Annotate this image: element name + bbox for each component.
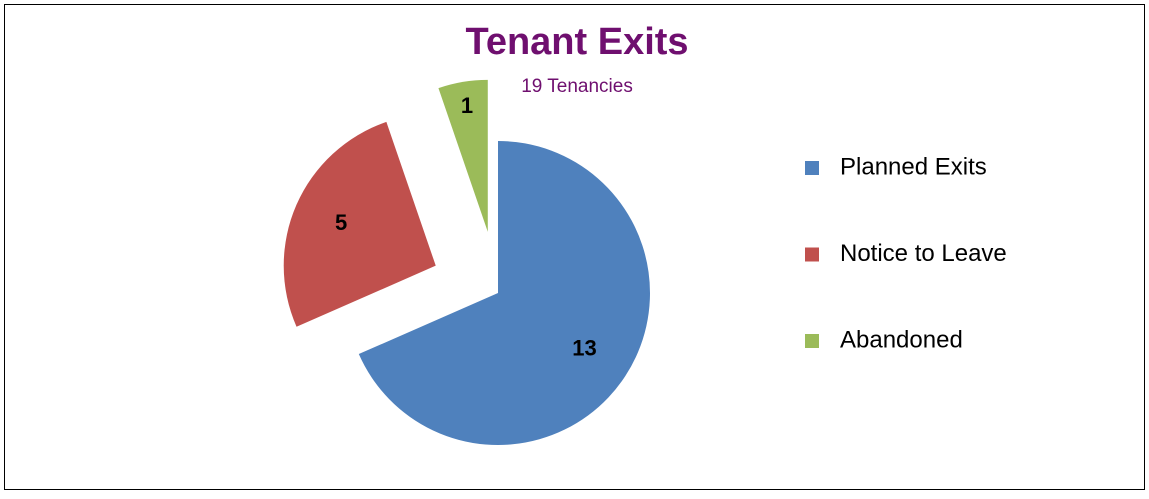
data-label: 13 — [572, 335, 596, 360]
legend-label: Planned Exits — [840, 153, 987, 180]
legend-label: Abandoned — [840, 326, 963, 353]
chart-subtitle: 19 Tenancies — [521, 76, 633, 97]
pie-slice — [283, 121, 436, 327]
chart-title: Tenant Exits — [465, 21, 688, 63]
data-label: 5 — [335, 210, 347, 235]
pie-slice — [438, 79, 488, 232]
legend-label: Notice to Leave — [840, 240, 1007, 267]
pie-slice — [358, 141, 650, 445]
data-label: 1 — [461, 93, 473, 118]
legend-swatch — [805, 161, 819, 175]
legend-swatch — [805, 334, 819, 348]
legend-swatch — [805, 247, 819, 262]
